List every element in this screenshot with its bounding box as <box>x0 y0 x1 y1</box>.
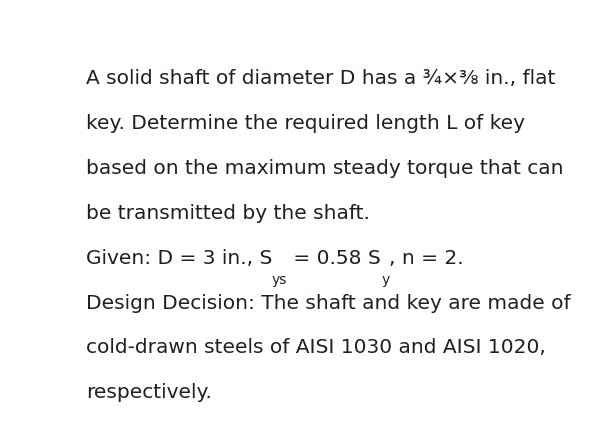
Text: Design Decision: The shaft and key are made of: Design Decision: The shaft and key are m… <box>86 293 570 313</box>
Text: respectively.: respectively. <box>86 383 212 402</box>
Text: key. Determine the required length L of key: key. Determine the required length L of … <box>86 114 525 133</box>
Text: A solid shaft of diameter D has a ¾×⅜ in., flat: A solid shaft of diameter D has a ¾×⅜ in… <box>86 69 555 88</box>
Text: , n = 2.: , n = 2. <box>390 249 464 267</box>
Text: y: y <box>381 272 390 287</box>
Text: be transmitted by the shaft.: be transmitted by the shaft. <box>86 204 370 223</box>
Text: = 0.58 S: = 0.58 S <box>288 249 381 267</box>
Text: based on the maximum steady torque that can: based on the maximum steady torque that … <box>86 159 563 178</box>
Text: ys: ys <box>272 272 288 287</box>
Text: cold-drawn steels of AISI 1030 and AISI 1020,: cold-drawn steels of AISI 1030 and AISI … <box>86 338 546 358</box>
Text: Given: D = 3 in., S: Given: D = 3 in., S <box>86 249 272 267</box>
